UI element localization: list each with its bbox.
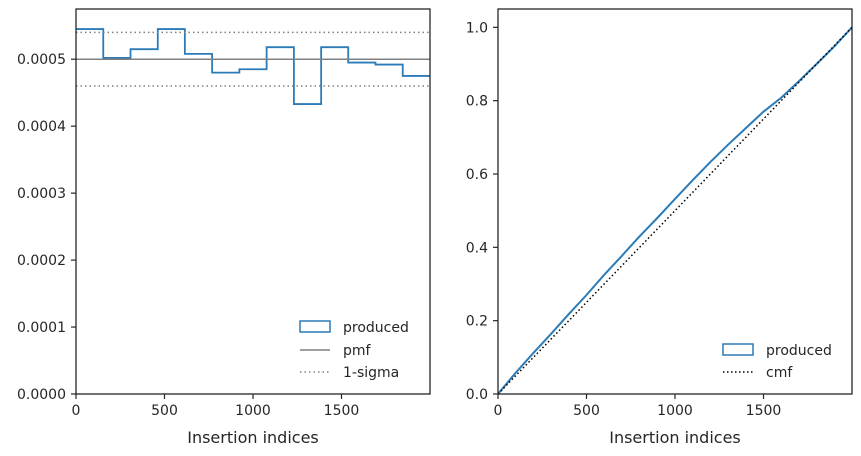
y-tick-label: 0.8 — [466, 94, 488, 110]
x-tick-label: 1000 — [657, 403, 693, 419]
y-tick-label: 0.0004 — [17, 119, 66, 135]
histogram-frame — [75, 8, 431, 395]
legend-label-produced: produced — [343, 320, 409, 336]
cumulative-x-axis-label: Insertion indices — [609, 428, 741, 447]
produced-histogram-step — [76, 28, 430, 105]
cmf-line — [497, 26, 853, 395]
cumulative-plot-area — [498, 9, 852, 394]
y-tick-label: 0.0005 — [17, 52, 66, 68]
x-tick-label: 1000 — [235, 403, 271, 419]
x-tick-label: 500 — [151, 403, 178, 419]
cumulative-legend: produced cmf — [722, 343, 832, 381]
legend-label-cmf: cmf — [766, 365, 793, 381]
y-tick-label: 0.6 — [466, 167, 488, 183]
legend-label-pmf: pmf — [343, 343, 372, 359]
y-tick-label: 0.2 — [466, 314, 488, 330]
y-tick-label: 0.0000 — [17, 387, 66, 403]
legend-swatch-produced — [299, 320, 331, 333]
x-tick-label: 0 — [72, 403, 81, 419]
y-tick-label: 0.4 — [466, 240, 488, 256]
histogram-panel: 0 500 1000 1500 0.0000 0.0001 0.0002 0.0003 0.0… — [17, 8, 431, 447]
x-tick-label: 1500 — [324, 403, 360, 419]
histogram-plot-area — [76, 9, 430, 394]
legend-label-produced: produced — [766, 343, 832, 359]
cumulative-panel: 0 500 1000 1500 0.0 0.2 0.4 0.6 0.8 1.0 Insertio… — [466, 8, 853, 447]
legend-swatch-produced — [722, 343, 754, 356]
legend-label-1-sigma: 1-sigma — [343, 365, 399, 381]
x-tick-label: 1500 — [746, 403, 782, 419]
y-tick-label: 0.0003 — [17, 186, 66, 202]
y-tick-label: 0.0 — [466, 387, 488, 403]
cumulative-frame — [497, 8, 853, 395]
histogram-x-axis-label: Insertion indices — [187, 428, 319, 447]
y-tick-label: 0.0002 — [17, 253, 66, 269]
x-tick-label: 0 — [494, 403, 503, 419]
histogram-legend: produced pmf 1-sigma — [299, 320, 409, 381]
produced-cumulative-line — [497, 26, 853, 395]
y-tick-label: 1.0 — [466, 20, 488, 36]
y-tick-label: 0.0001 — [17, 320, 66, 336]
x-tick-label: 500 — [573, 403, 600, 419]
